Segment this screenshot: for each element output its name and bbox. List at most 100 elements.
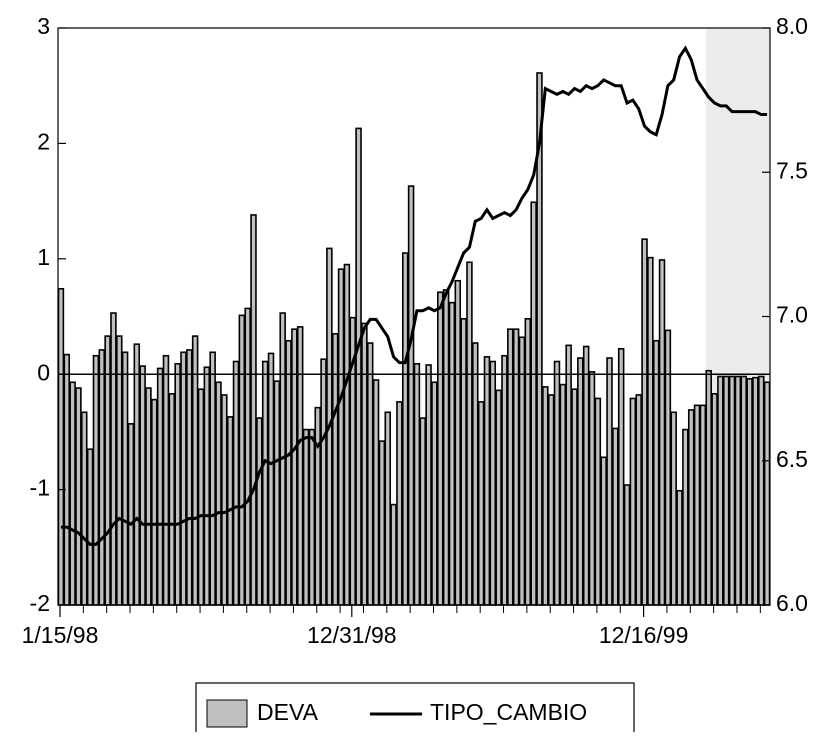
bar <box>156 367 164 606</box>
bar <box>664 329 672 606</box>
bar <box>728 375 736 606</box>
bar <box>437 291 444 606</box>
bar <box>501 354 508 606</box>
bar <box>372 379 380 606</box>
legend-label: DEVA <box>257 699 319 725</box>
bar <box>291 328 298 606</box>
bar <box>647 256 654 606</box>
bar <box>209 351 216 606</box>
bar <box>57 288 65 606</box>
bar <box>390 503 397 606</box>
bar <box>571 388 578 606</box>
bar <box>454 279 462 606</box>
bar <box>699 404 707 606</box>
bar <box>542 386 549 606</box>
bar <box>547 394 555 606</box>
bar <box>81 411 88 606</box>
bar <box>191 335 199 606</box>
bar <box>127 423 135 606</box>
legend-box <box>195 682 635 736</box>
bar <box>232 360 240 606</box>
bar <box>267 352 275 606</box>
bar <box>396 401 403 606</box>
bar <box>203 366 211 606</box>
bar <box>553 360 561 606</box>
bar <box>419 417 427 606</box>
bar <box>717 375 724 606</box>
bar <box>711 393 718 606</box>
bar <box>752 376 759 606</box>
y2-tick-label: 6.5 <box>776 446 808 472</box>
bar <box>524 318 532 606</box>
bar <box>86 448 94 606</box>
bar <box>442 289 450 606</box>
bar <box>343 263 351 606</box>
bar <box>261 360 269 606</box>
bar <box>168 393 176 606</box>
bar <box>594 397 602 606</box>
bar <box>110 312 117 606</box>
bar <box>116 335 123 606</box>
bar <box>600 456 607 606</box>
bar <box>582 345 590 606</box>
bar <box>104 335 111 606</box>
bar <box>734 375 742 606</box>
bar <box>518 336 526 606</box>
bar <box>705 369 712 606</box>
legend-swatch <box>206 699 248 728</box>
bar <box>413 363 421 606</box>
bar <box>250 214 257 606</box>
bar <box>244 307 251 606</box>
bar <box>308 428 316 606</box>
bar <box>215 381 222 606</box>
bar <box>495 389 502 606</box>
bar <box>256 417 263 606</box>
bar <box>477 401 485 606</box>
bar <box>577 357 584 606</box>
y-tick-label: 0 <box>37 359 50 385</box>
bar <box>180 351 187 606</box>
bar <box>273 380 281 606</box>
bar <box>460 318 467 606</box>
bar <box>693 404 701 606</box>
bar <box>98 349 106 606</box>
top-layer: -2 -1 0 1 2 3 6.0 6.5 7.0 7.5 8.0 1/15/98 12/31/98 12… <box>22 13 808 736</box>
bar <box>366 342 374 606</box>
bar <box>489 360 497 606</box>
bar <box>151 398 158 606</box>
bar <box>472 342 479 606</box>
bar <box>530 201 537 606</box>
bar <box>302 428 310 606</box>
bar <box>559 383 567 606</box>
y-tick-label: -1 <box>30 475 50 501</box>
bar <box>507 328 514 606</box>
y-tick-label: 2 <box>37 128 50 154</box>
bar <box>139 365 146 606</box>
y-tick-label: -2 <box>30 590 50 616</box>
bar <box>285 339 292 606</box>
x-tick-label: 1/15/98 <box>22 622 99 648</box>
bar <box>162 354 170 606</box>
bar <box>466 261 473 606</box>
bar <box>69 381 76 606</box>
bar <box>238 314 246 606</box>
bar <box>617 348 625 606</box>
bar <box>641 238 648 606</box>
bar <box>337 268 345 606</box>
bar <box>687 409 695 606</box>
bar <box>606 357 613 606</box>
bar <box>740 375 747 606</box>
bar <box>401 252 409 606</box>
bar <box>197 388 205 606</box>
bar <box>623 484 631 606</box>
bar <box>682 428 689 606</box>
bar <box>320 358 327 606</box>
line <box>60 45 768 546</box>
bar <box>145 387 152 606</box>
y-tick-label: 1 <box>37 244 50 270</box>
bar <box>652 339 660 606</box>
bar <box>612 427 619 606</box>
bar <box>431 381 438 606</box>
